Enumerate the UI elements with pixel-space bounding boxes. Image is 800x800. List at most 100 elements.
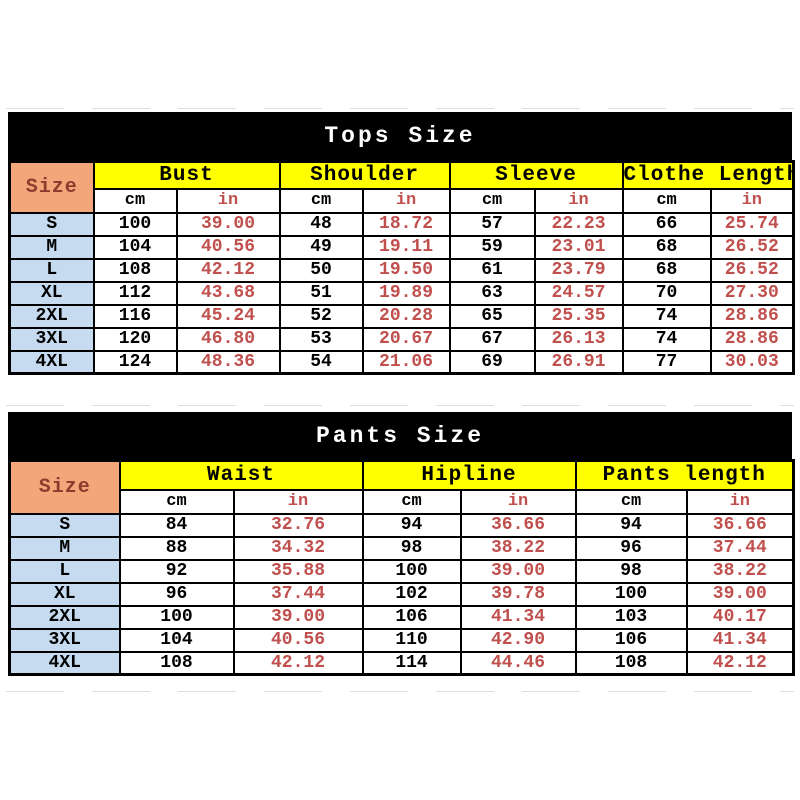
unit-label-cm: cm xyxy=(448,187,536,214)
in-value-cell: 42.90 xyxy=(459,627,577,653)
in-value-cell: 39.78 xyxy=(459,581,577,607)
unit-label-in: in xyxy=(175,187,281,214)
size-cell: XL xyxy=(8,280,95,306)
cm-value-cell: 104 xyxy=(92,234,178,260)
cm-value-cell: 84 xyxy=(118,512,235,538)
in-value-cell: 43.68 xyxy=(175,280,281,306)
table-row: 3XL 104 40.56 110 42.90 106 41.34 xyxy=(8,627,795,653)
table-row: S 100 39.00 48 18.72 57 22.23 66 25.74 xyxy=(8,211,795,237)
cm-value-cell: 96 xyxy=(574,535,688,561)
in-value-cell: 39.00 xyxy=(232,604,364,630)
size-cell: S xyxy=(8,211,95,237)
tops-size-title: Tops Size xyxy=(8,112,792,160)
unit-label-in: in xyxy=(709,187,795,214)
cm-value-cell: 102 xyxy=(361,581,462,607)
cm-value-cell: 77 xyxy=(621,349,712,375)
unit-header-row: cm in cm in cm in xyxy=(10,488,795,515)
cm-value-cell: 61 xyxy=(448,257,536,283)
cm-value-cell: 100 xyxy=(574,581,688,607)
cm-value-cell: 74 xyxy=(621,326,712,352)
unit-label-cm: cm xyxy=(92,187,178,214)
cm-value-cell: 66 xyxy=(621,211,712,237)
cm-value-cell: 96 xyxy=(118,581,235,607)
column-group-header-hipline: Hipline xyxy=(361,459,577,491)
in-value-cell: 40.56 xyxy=(175,234,281,260)
cm-value-cell: 98 xyxy=(361,535,462,561)
gridline-artifact xyxy=(6,405,794,406)
in-value-cell: 45.24 xyxy=(175,303,281,329)
in-value-cell: 37.44 xyxy=(685,535,795,561)
cm-value-cell: 68 xyxy=(621,257,712,283)
cm-value-cell: 108 xyxy=(574,650,688,676)
in-value-cell: 25.35 xyxy=(533,303,624,329)
in-value-cell: 42.12 xyxy=(232,650,364,676)
size-cell: 2XL xyxy=(8,604,121,630)
cm-value-cell: 53 xyxy=(278,326,364,352)
column-group-header-shoulder: Shoulder xyxy=(278,160,451,190)
size-cell: 3XL xyxy=(8,627,121,653)
cm-value-cell: 50 xyxy=(278,257,364,283)
in-value-cell: 30.03 xyxy=(709,349,795,375)
in-value-cell: 19.89 xyxy=(361,280,451,306)
table-row: L 92 35.88 100 39.00 98 38.22 xyxy=(8,558,795,584)
column-group-header-row: Size Waist Hipline Pants length xyxy=(8,459,795,515)
in-value-cell: 18.72 xyxy=(361,211,451,237)
cm-value-cell: 52 xyxy=(278,303,364,329)
size-cell: 3XL xyxy=(8,326,95,352)
in-value-cell: 27.30 xyxy=(709,280,795,306)
size-cell: XL xyxy=(8,581,121,607)
table-row: S 84 32.76 94 36.66 94 36.66 xyxy=(8,512,795,538)
in-value-cell: 26.91 xyxy=(533,349,624,375)
table-row: 3XL 120 46.80 53 20.67 67 26.13 74 28.86 xyxy=(8,326,795,352)
cm-value-cell: 74 xyxy=(621,303,712,329)
cm-value-cell: 116 xyxy=(92,303,178,329)
unit-label-in: in xyxy=(685,488,795,515)
in-value-cell: 20.67 xyxy=(361,326,451,352)
cm-value-cell: 51 xyxy=(278,280,364,306)
table-row: L 108 42.12 50 19.50 61 23.79 68 26.52 xyxy=(8,257,795,283)
column-group-header-sleeve: Sleeve xyxy=(448,160,624,190)
cm-value-cell: 103 xyxy=(574,604,688,630)
pants-size-table: Pants Size Size Waist Hipline Pants leng… xyxy=(8,412,796,676)
in-value-cell: 40.17 xyxy=(685,604,795,630)
column-group-header-clothe-length: Clothe Length xyxy=(621,160,795,190)
pants-size-grid: Size Waist Hipline Pants length cm in cm in… xyxy=(8,459,796,676)
pants-size-body: S 84 32.76 94 36.66 94 36.66 M 88 34.32 98 38.22 96 3… xyxy=(8,512,795,676)
cm-value-cell: 92 xyxy=(118,558,235,584)
in-value-cell: 35.88 xyxy=(232,558,364,584)
cm-value-cell: 108 xyxy=(118,650,235,676)
unit-label-cm: cm xyxy=(118,488,235,515)
cm-value-cell: 106 xyxy=(361,604,462,630)
in-value-cell: 37.44 xyxy=(232,581,364,607)
in-value-cell: 39.00 xyxy=(685,581,795,607)
tops-size-table: Tops Size Size Bust Shoulder Sleeve Clot… xyxy=(8,112,796,375)
cm-value-cell: 88 xyxy=(118,535,235,561)
cm-value-cell: 48 xyxy=(278,211,364,237)
unit-label-in: in xyxy=(361,187,451,214)
table-row: M 104 40.56 49 19.11 59 23.01 68 26.52 xyxy=(8,234,795,260)
cm-value-cell: 100 xyxy=(92,211,178,237)
cm-value-cell: 69 xyxy=(448,349,536,375)
in-value-cell: 34.32 xyxy=(232,535,364,561)
size-cell: M xyxy=(8,535,121,561)
in-value-cell: 25.74 xyxy=(709,211,795,237)
size-cell: L xyxy=(8,558,121,584)
in-value-cell: 28.86 xyxy=(709,303,795,329)
table-row: 4XL 108 42.12 114 44.46 108 42.12 xyxy=(8,650,795,676)
table-row: 4XL 124 48.36 54 21.06 69 26.91 77 30.03 xyxy=(8,349,795,375)
in-value-cell: 46.80 xyxy=(175,326,281,352)
size-corner-header: Size xyxy=(8,160,95,214)
cm-value-cell: 94 xyxy=(574,512,688,538)
in-value-cell: 40.56 xyxy=(232,627,364,653)
cm-value-cell: 120 xyxy=(92,326,178,352)
cm-value-cell: 70 xyxy=(621,280,712,306)
cm-value-cell: 63 xyxy=(448,280,536,306)
in-value-cell: 44.46 xyxy=(459,650,577,676)
in-value-cell: 24.57 xyxy=(533,280,624,306)
in-value-cell: 19.11 xyxy=(361,234,451,260)
tops-size-grid: Size Bust Shoulder Sleeve Clothe Length … xyxy=(8,160,796,375)
cm-value-cell: 108 xyxy=(92,257,178,283)
unit-label-cm: cm xyxy=(574,488,688,515)
cm-value-cell: 100 xyxy=(361,558,462,584)
size-corner-header: Size xyxy=(8,459,121,515)
